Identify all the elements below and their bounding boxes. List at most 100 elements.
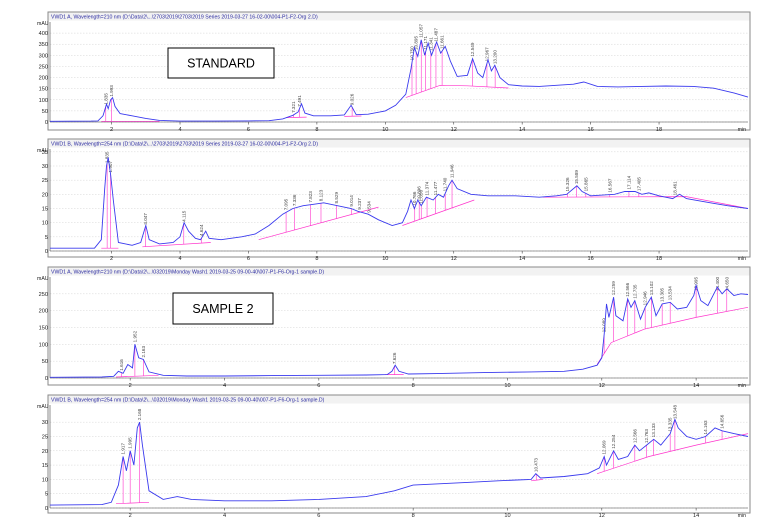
y-tick-label: 0	[45, 249, 48, 255]
chromatogram-panel-2: VWD1 B, Wavelength=254 nm (D:\Data\2\...…	[37, 138, 751, 262]
peak-label: 10.473	[534, 458, 539, 472]
y-tick-label: 250	[39, 64, 48, 70]
integration-baseline	[531, 479, 543, 482]
y-tick-label: 150	[39, 326, 48, 332]
y-tick-label: 300	[39, 53, 48, 59]
panel-header-bar	[48, 139, 750, 148]
y-tick-label: 250	[39, 292, 48, 298]
peak-label: 3.047	[143, 213, 148, 225]
x-tick-label: 6	[247, 127, 250, 133]
x-tick-label: 16	[587, 256, 593, 262]
y-unit-label: mAU	[37, 148, 49, 154]
x-tick-label: 8	[315, 127, 318, 133]
peak-label: 1.835	[103, 93, 108, 105]
y-tick-label: 10	[42, 477, 48, 483]
integration-baseline	[596, 306, 749, 365]
peak-label: 9.237	[357, 198, 362, 210]
panel-header-text: VWD1 A, Wavelength=210 nm (D:\Data\2\...…	[51, 15, 318, 21]
panel-frame	[47, 11, 751, 131]
peak-label: 12.566	[625, 282, 630, 296]
peak-label: 12.259	[611, 281, 616, 295]
x-unit-label: min	[738, 127, 746, 133]
peak-label: 13.305	[660, 287, 665, 301]
peak-label: 11.477	[433, 181, 438, 195]
y-tick-label: 10	[42, 221, 48, 227]
signal-trace	[49, 39, 749, 122]
panel-header-bar	[48, 395, 750, 404]
x-tick-label: 12	[599, 383, 605, 389]
panel-header-text: VWD1 A, Wavelength=210 nm (D:\Data\2\...…	[51, 270, 324, 276]
peak-label: 12.549	[470, 42, 475, 56]
x-tick-label: 6	[247, 256, 250, 262]
peak-label: 14.400	[715, 277, 720, 291]
y-tick-label: 0	[45, 120, 48, 126]
x-tick-label: 18	[656, 256, 662, 262]
x-tick-label: 18	[656, 127, 662, 133]
y-tick-label: 20	[42, 192, 48, 198]
peak-label: 11.661	[440, 35, 445, 49]
x-tick-label: 6	[317, 383, 320, 389]
x-tick-label: 12	[451, 256, 457, 262]
peak-label: 4.115	[181, 210, 186, 222]
peak-label: 9.026	[350, 93, 355, 105]
peak-label: 15.326	[565, 177, 570, 191]
peak-label: 13.995	[694, 277, 699, 291]
x-tick-label: 10	[382, 256, 388, 262]
peak-label: 10.895	[414, 36, 419, 50]
y-tick-label: 400	[39, 31, 48, 37]
peak-label: 10.766	[412, 191, 417, 205]
x-tick-label: 2	[129, 383, 132, 389]
chromatogram-panel-3: VWD1 A, Wavelength=210 nm (D:\Data\2\...…	[37, 266, 751, 389]
peak-label: 11.056	[419, 190, 424, 204]
peak-label: 12.946	[643, 291, 648, 305]
chromatogram-panel-1: VWD1 A, Wavelength=210 nm (D:\Data\2\...…	[37, 11, 751, 133]
peak-label: 1.993	[109, 85, 114, 97]
peak-label: 12.735	[632, 284, 637, 298]
y-tick-label: 100	[39, 342, 48, 348]
peak-label: 10.896	[417, 186, 422, 200]
peak-label: 7.491	[297, 95, 302, 107]
peak-label: 7.336	[292, 194, 297, 206]
x-tick-label: 14	[519, 256, 525, 262]
peak-label: 8.529	[334, 192, 339, 204]
integration-baseline	[115, 501, 150, 505]
y-tick-label: 0	[45, 376, 48, 382]
x-tick-label: 8	[412, 513, 415, 519]
sample-tag-label: STANDARD	[187, 57, 255, 71]
x-unit-label: min	[738, 256, 746, 262]
sample-tag-box	[167, 47, 275, 79]
peak-label: 7.095	[284, 198, 289, 210]
y-tick-label: 5	[45, 235, 48, 241]
x-tick-label: 8	[412, 383, 415, 389]
peak-label: 1.995	[128, 437, 133, 449]
peak-label: 13.133	[651, 423, 656, 437]
sample-tag-box	[172, 292, 274, 325]
x-tick-label: 12	[599, 513, 605, 519]
peak-label: 12.089	[602, 318, 607, 332]
peak-label: 13.548	[672, 405, 677, 419]
y-tick-label: 100	[39, 98, 48, 104]
x-tick-label: 4	[223, 383, 226, 389]
peak-label: 11.341	[428, 37, 433, 51]
integration-baseline	[596, 433, 749, 475]
peak-label: 13.534	[668, 286, 673, 300]
peak-label: 14.656	[720, 414, 725, 428]
peak-label: 17.114	[626, 175, 631, 189]
x-tick-label: 16	[587, 127, 593, 133]
x-tick-label: 10	[504, 513, 510, 519]
x-tick-label: 10	[504, 383, 510, 389]
peak-label: 15.865	[583, 177, 588, 191]
peak-label: 12.566	[632, 429, 637, 443]
sample-tag-label: SAMPLE 2	[192, 302, 253, 316]
peak-label: 16.567	[607, 178, 612, 192]
y-tick-label: 25	[42, 178, 48, 184]
peak-label: 10.750	[410, 46, 415, 60]
peak-label: 14.163	[703, 420, 708, 434]
y-unit-label: mAU	[37, 404, 49, 410]
x-tick-label: 2	[129, 513, 132, 519]
peak-label: 7.321	[291, 101, 296, 113]
peak-label: 11.487	[433, 28, 438, 42]
y-tick-label: 50	[42, 359, 48, 365]
chromatogram-panel-4: VWD1 B, Wavelength=254 nm (D:\Data\2\...…	[37, 394, 751, 519]
peak-label: 15.589	[574, 170, 579, 184]
